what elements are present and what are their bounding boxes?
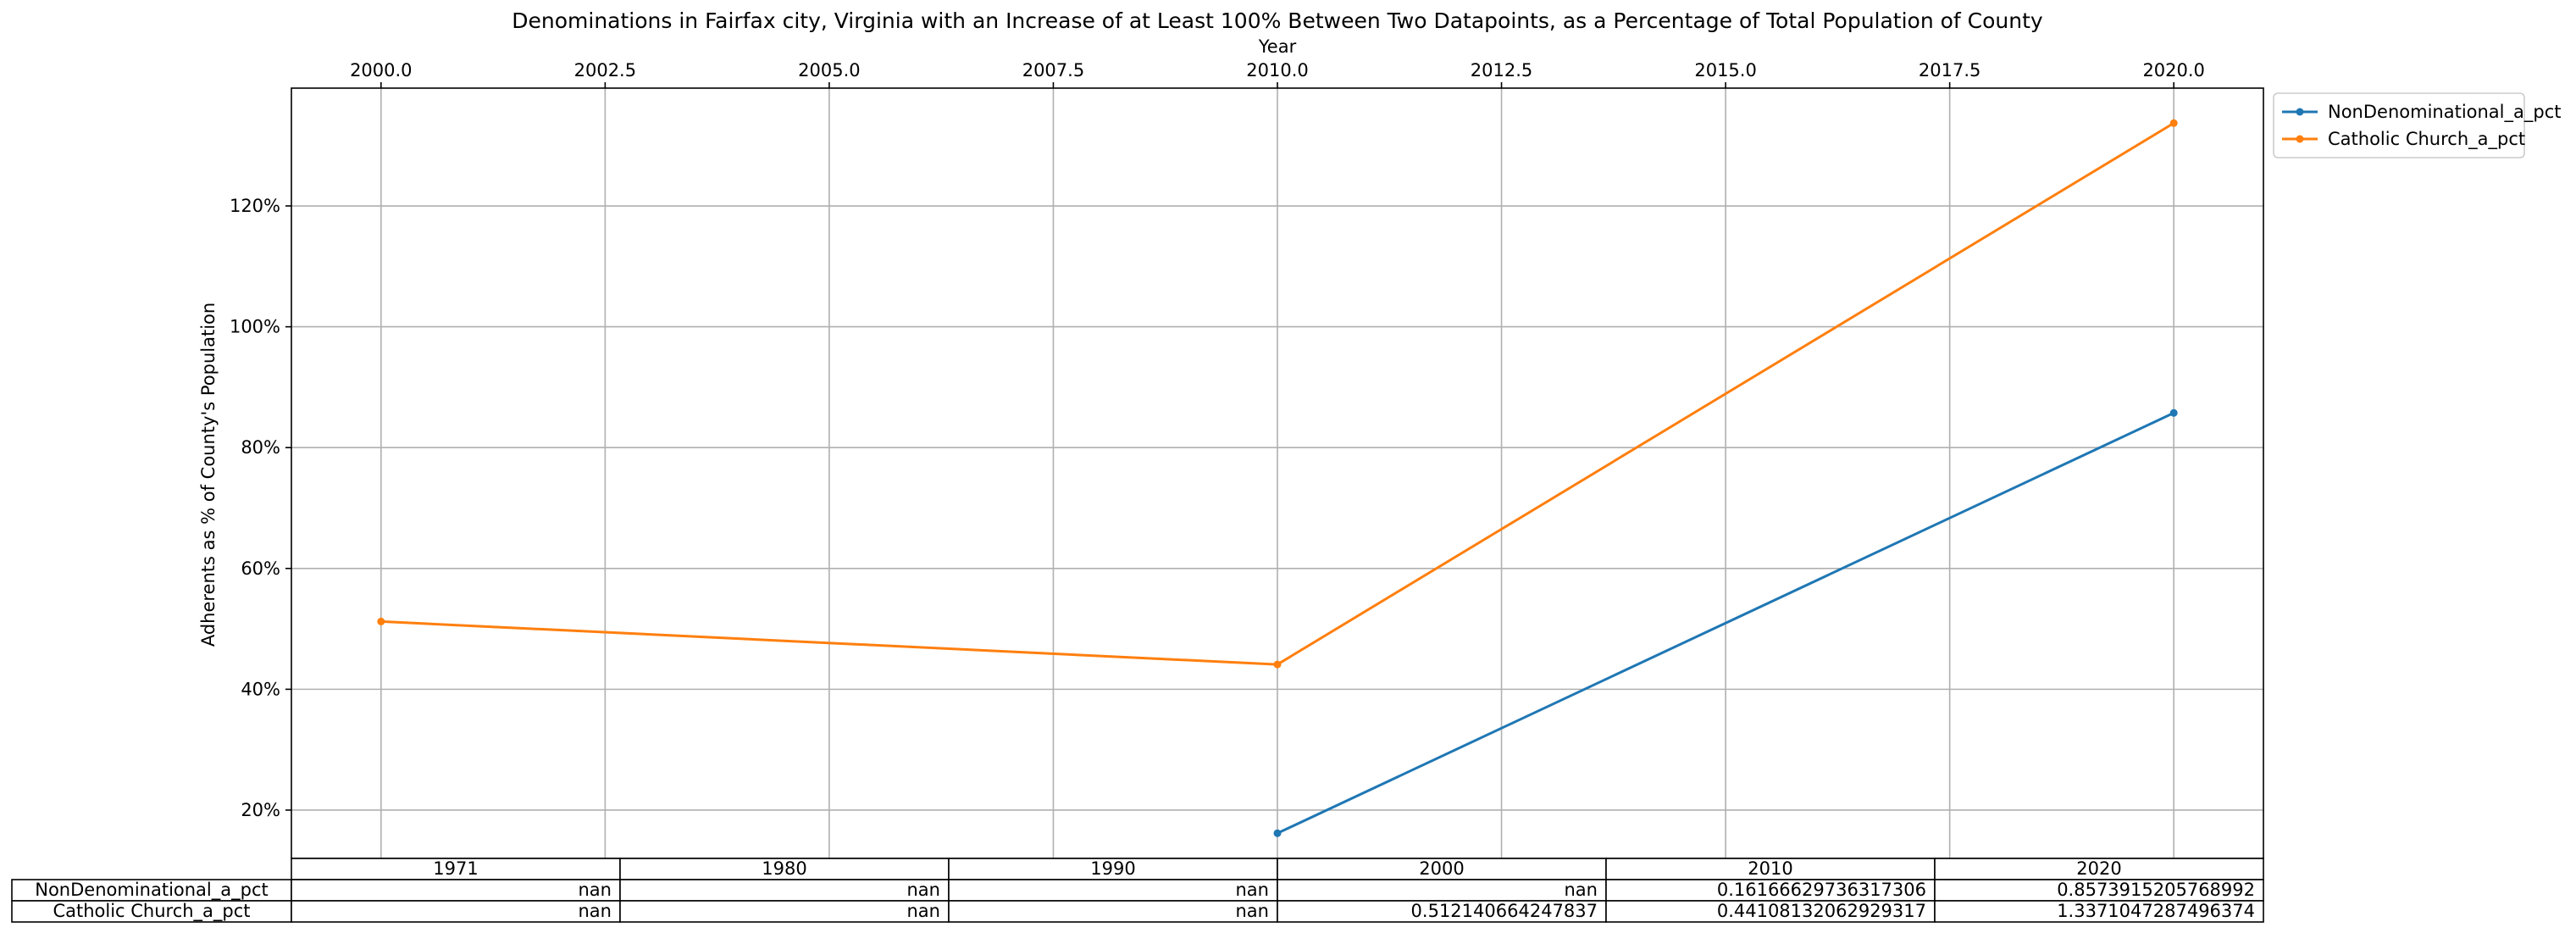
table-column-header: 2020 <box>2076 858 2121 879</box>
table-cell-value: 0.8573915205768992 <box>2057 880 2255 900</box>
data-table: 1971 1980 1990 2000 2010 2020 NonDenominationa… <box>11 858 2264 923</box>
y-axis-label: Adherents as % of County's Population <box>198 303 219 647</box>
table-cell-value: 1.3371047287496374 <box>2057 901 2255 921</box>
x-tick-label: 2017.5 <box>1919 60 1980 81</box>
axis-ticks: 2000.0 2002.5 2005.0 2007.5 2010.0 2012.5 2015… <box>230 60 2205 820</box>
table-cell-value: 0.44108132062929317 <box>1717 901 1926 921</box>
table-row-label: Catholic Church_a_pct <box>53 901 250 922</box>
table-cell-value: nan <box>907 880 941 900</box>
series-line <box>1277 411 2174 835</box>
table-cell <box>1605 879 1936 902</box>
data-point <box>377 617 385 625</box>
x-tick-label: 2020.0 <box>2142 60 2204 81</box>
table-column-header: 1990 <box>1090 858 1135 879</box>
table-header-cell <box>291 858 621 880</box>
chart-title: Denominations in Fairfax city, Virginia … <box>512 8 2043 33</box>
legend-label: Catholic Church_a_pct <box>2328 129 2525 150</box>
table-cell <box>1934 879 2264 902</box>
table-column-header: 2010 <box>1748 858 1792 879</box>
table-column-header: 2000 <box>1419 858 1464 879</box>
y-tick-label: 120% <box>230 196 280 216</box>
legend-marker <box>2296 135 2304 143</box>
legend-box <box>2273 92 2525 158</box>
table-row-label-cell <box>11 900 292 923</box>
table-cell <box>291 879 621 902</box>
table-cell-value: nan <box>907 901 941 921</box>
x-tick-label: 2012.5 <box>1471 60 1532 81</box>
table-cell-value: nan <box>1565 880 1598 900</box>
table-cell-value: 0.512140664247837 <box>1411 901 1598 921</box>
plot-series <box>377 119 2178 837</box>
table-header-cell <box>619 858 950 880</box>
data-point <box>2169 408 2178 417</box>
legend-marker <box>2296 108 2304 116</box>
table-cell-value: nan <box>579 901 612 921</box>
table-cell-value: 0.16166629736317306 <box>1717 880 1926 900</box>
x-tick-label: 2005.0 <box>798 60 860 81</box>
table-cell-value: nan <box>1236 880 1270 900</box>
y-tick-label: 40% <box>241 679 280 699</box>
table-column-header: 1980 <box>762 858 806 879</box>
y-tick-label: 80% <box>241 437 280 458</box>
data-point <box>1273 660 1282 669</box>
grid-lines <box>291 88 2263 858</box>
table-column-header: 1971 <box>433 858 478 879</box>
table-cell <box>1605 900 1936 923</box>
table-cell <box>291 900 621 923</box>
legend: NonDenominational_a_pct Catholic Church_a… <box>2273 92 2562 158</box>
x-tick-label: 2010.0 <box>1246 60 1308 81</box>
x-tick-label: 2007.5 <box>1022 60 1084 81</box>
table-cell <box>619 879 950 902</box>
table-cell <box>948 900 1278 923</box>
data-point <box>2169 119 2178 127</box>
table-cell-value: nan <box>579 880 612 900</box>
x-tick-label: 2015.0 <box>1694 60 1756 81</box>
table-cell <box>1934 900 2264 923</box>
y-tick-label: 20% <box>241 800 280 820</box>
table-row-label: NonDenominational_a_pct <box>35 880 269 901</box>
data-point <box>1273 829 1282 837</box>
legend-label: NonDenominational_a_pct <box>2328 102 2562 123</box>
table-cell <box>1277 879 1607 902</box>
x-tick-label: 2002.5 <box>574 60 636 81</box>
table-cell <box>948 879 1278 902</box>
table-cell <box>619 900 950 923</box>
x-axis-label: Year <box>1258 36 1297 57</box>
x-tick-label: 2000.0 <box>350 60 412 81</box>
y-tick-label: 100% <box>230 317 280 337</box>
y-tick-label: 60% <box>241 558 280 579</box>
table-cell-value: nan <box>1236 901 1270 921</box>
